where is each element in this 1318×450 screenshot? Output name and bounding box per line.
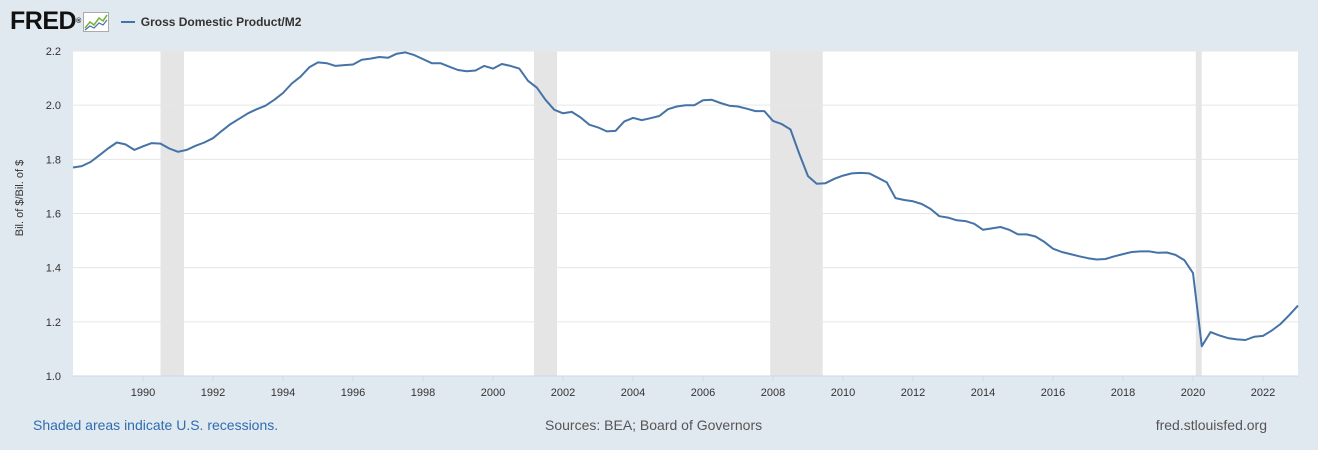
x-tick-label: 2006 xyxy=(691,387,715,399)
legend-label: Gross Domestic Product/M2 xyxy=(140,15,302,29)
site-link[interactable]: fred.stlouisfed.org xyxy=(1155,417,1267,433)
y-axis: 1.0 1.2 1.4 1.6 1.8 2.0 2.2 xyxy=(46,46,61,383)
y-tick-label: 1.4 xyxy=(46,263,61,275)
x-tick-label: 2004 xyxy=(621,387,645,399)
series-line[interactable] xyxy=(72,51,1299,348)
y-tick-label: 2.2 xyxy=(46,46,61,58)
recession-note: Shaded areas indicate U.S. recessions. xyxy=(33,417,279,433)
y-tick-label: 1.2 xyxy=(46,317,61,329)
x-tick-label: 2008 xyxy=(761,387,785,399)
y-axis-label: Bil. of $/Bil. of $ xyxy=(14,160,26,236)
x-tick-label: 2016 xyxy=(1041,387,1065,399)
x-tick-label: 2020 xyxy=(1181,387,1205,399)
y-tick-label: 2.0 xyxy=(46,100,61,112)
series-lines xyxy=(72,51,1299,348)
x-tick-label: 2002 xyxy=(551,387,575,399)
y-tick-label: 1.0 xyxy=(46,371,61,383)
chart-svg[interactable]: 1.01.21.41.61.82.02.2 1990 1992 1994 1996 19… xyxy=(0,0,1318,410)
x-axis: 1990 1992 1994 1996 1998 2000 2002 2004 2006 2008… xyxy=(131,376,1275,399)
line-chart-icon xyxy=(82,12,109,32)
x-tick-label: 1996 xyxy=(341,387,365,399)
chart-legend[interactable]: Gross Domestic Product/M2 xyxy=(120,15,302,29)
chart-header: FRED® Gross Domestic Product/M2 xyxy=(10,6,301,36)
registered-mark: ® xyxy=(76,17,81,25)
x-tick-label: 1992 xyxy=(201,387,225,399)
y-tick-label: 1.6 xyxy=(46,209,61,221)
sources-text: Sources: BEA; Board of Governors xyxy=(545,417,763,433)
x-tick-label: 2018 xyxy=(1111,387,1135,399)
x-tick-label: 2022 xyxy=(1251,387,1275,399)
x-tick-label: 1990 xyxy=(131,387,155,399)
x-tick-label: 2010 xyxy=(831,387,855,399)
legend-swatch xyxy=(120,21,135,23)
y-tick-label: 1.8 xyxy=(46,154,61,166)
x-tick-label: 1998 xyxy=(411,387,435,399)
x-tick-label: 1994 xyxy=(271,387,295,399)
x-tick-label: 2012 xyxy=(901,387,925,399)
x-tick-label: 2000 xyxy=(481,387,505,399)
fred-logo[interactable]: FRED® xyxy=(10,6,81,35)
x-tick-label: 2014 xyxy=(971,387,995,399)
